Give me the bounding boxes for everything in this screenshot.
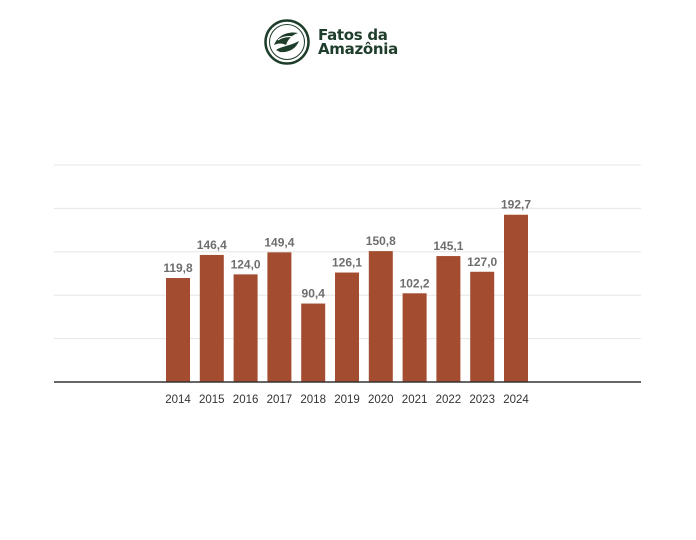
- x-tick-label-2015: 2015: [199, 394, 225, 406]
- bar-2024: [504, 214, 528, 382]
- value-label-2018: 90,4: [302, 287, 326, 301]
- value-label-2021: 102,2: [400, 276, 430, 290]
- x-tick-label-2021: 2021: [402, 394, 428, 406]
- x-tick-label-2020: 2020: [368, 394, 394, 406]
- x-tick-label-2023: 2023: [469, 394, 495, 406]
- bar-2015: [199, 254, 224, 382]
- value-label-2019: 126,1: [332, 256, 362, 270]
- x-tick-label-2018: 2018: [300, 394, 326, 406]
- bar-2020: [368, 251, 393, 382]
- x-tick-label-2024: 2024: [503, 394, 529, 406]
- brand-logo: Fatos da Amazônia: [264, 19, 398, 65]
- bar-2023: [470, 271, 495, 382]
- bars: [166, 214, 528, 382]
- leaf-emblem-icon: [264, 19, 310, 65]
- x-tick-label-2017: 2017: [267, 394, 293, 406]
- value-label-2014: 119,8: [163, 261, 193, 275]
- value-label-2016: 124,0: [231, 257, 261, 271]
- bar-2014: [166, 278, 190, 382]
- bar-2017: [267, 252, 292, 382]
- value-label-2023: 127,0: [467, 255, 497, 269]
- brand-wordmark: Fatos da Amazônia: [318, 26, 398, 58]
- x-tick-label-2016: 2016: [233, 394, 259, 406]
- value-label-2015: 146,4: [197, 238, 227, 252]
- value-label-2024: 192,7: [501, 198, 531, 212]
- bar-2018: [301, 303, 326, 382]
- brand-line-2: Amazônia: [318, 40, 398, 58]
- x-tick-labels: 2014 2015 2016 2017 2018 2019 2020 2021 2022 2023…: [165, 394, 529, 406]
- grid-lines: [54, 164, 641, 340]
- brand-line-1: Fatos da: [318, 26, 388, 44]
- bar-2016: [233, 274, 258, 382]
- value-label-2022: 145,1: [433, 239, 463, 253]
- value-label-2020: 150,8: [366, 234, 396, 248]
- bar-2019: [335, 272, 359, 382]
- bar-2021: [402, 293, 427, 382]
- x-tick-label-2019: 2019: [334, 394, 360, 406]
- bar-2022: [436, 256, 461, 382]
- x-tick-label-2022: 2022: [436, 394, 462, 406]
- value-label-2017: 149,4: [264, 235, 294, 249]
- x-tick-label-2014: 2014: [165, 394, 191, 406]
